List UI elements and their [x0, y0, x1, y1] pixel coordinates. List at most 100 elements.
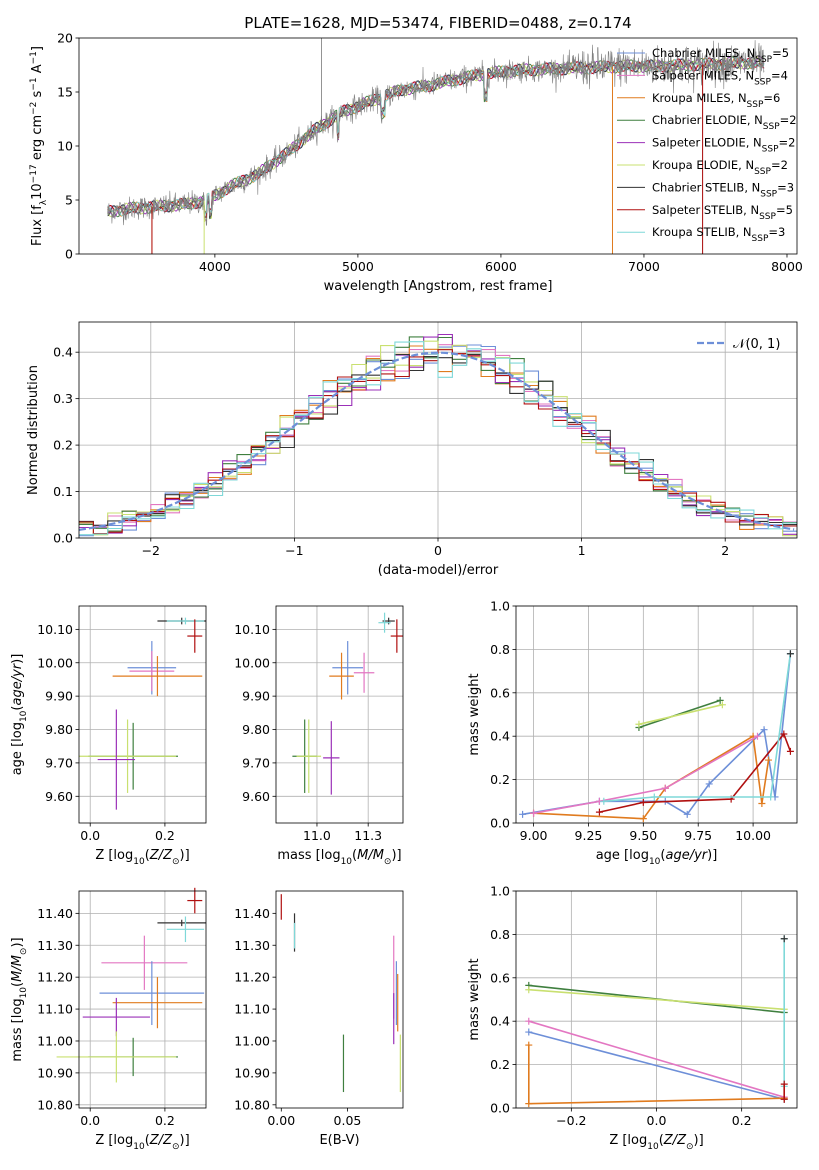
x-tick-label: 4000 — [199, 259, 231, 274]
legend-label-part: Salpeter ELODIE, N — [652, 136, 762, 150]
y-tick-label: 15 — [57, 85, 73, 100]
x-tick-label: 9.00 — [520, 828, 548, 843]
plus-marker — [519, 810, 527, 818]
x-axis-label-part: )] — [180, 1133, 190, 1148]
y-axis-label-part: 10 — [30, 183, 45, 200]
y-tick-label: 10.00 — [37, 655, 73, 670]
x-axis-label-part: Z/Z — [149, 848, 173, 863]
y-tick-label: 10.10 — [37, 622, 73, 637]
x-tick-label: 8000 — [771, 259, 803, 274]
x-axis-label-part: ( — [145, 1133, 150, 1148]
y-tick-label: 10.90 — [234, 1065, 270, 1080]
legend-label-part: Kroupa MILES, N — [652, 91, 747, 105]
axes-frame — [78, 605, 207, 824]
y-tick-label: 0.8 — [490, 927, 510, 942]
x-axis-label-part: Z/Z — [149, 1133, 173, 1148]
x-tick-label: 0.0 — [80, 828, 100, 843]
legend-label-part: =4 — [771, 68, 788, 82]
legend-label-part: SSP — [747, 100, 764, 110]
legend-label-part: =2 — [779, 136, 796, 150]
x-tick-label: 0.0 — [80, 1113, 100, 1128]
y-axis-label: age [log10(age/yr)] — [10, 654, 29, 776]
plus-marker — [525, 1100, 533, 1108]
y-tick-label: 9.60 — [45, 789, 73, 804]
x-axis-label-part: Z [log — [95, 848, 133, 863]
legend-label-part: SSP — [759, 212, 776, 222]
legend-label: Salpeter MILES, NSSP=4 — [652, 68, 788, 87]
legend-label-part: SSP — [754, 77, 771, 87]
x-axis-label-part: )] — [707, 848, 717, 863]
x-axis-label: (data-model)/error — [378, 563, 499, 578]
y-axis-label-part: mass [log — [10, 998, 25, 1061]
plus-marker — [650, 793, 658, 801]
x-axis-label-part: ⊙ — [686, 1142, 694, 1152]
y-tick-label: 10.80 — [37, 1097, 73, 1112]
plus-marker — [661, 784, 669, 792]
y-tick-label: 11.30 — [37, 938, 73, 953]
x-tick-label: 0.00 — [267, 1113, 295, 1128]
observed-spectrum — [107, 40, 765, 226]
y-axis-label: mass weight — [467, 958, 482, 1040]
x-axis-label-part: E(B-V) — [319, 1133, 359, 1148]
y-axis-label-part: Flux [f — [30, 205, 45, 246]
y-tick-label: 11.40 — [37, 906, 73, 921]
x-axis-label: Z [log10(Z/Z⊙)] — [95, 848, 189, 867]
plus-marker — [525, 1041, 533, 1049]
plus-marker — [595, 808, 603, 816]
legend-label: Chabrier STELIB, NSSP=3 — [652, 180, 794, 199]
y-axis-label-part: −2 — [29, 102, 39, 115]
residual-histogram — [79, 340, 797, 537]
x-tick-label: 0.2 — [732, 1113, 752, 1128]
legend-label: Chabrier ELODIE, NSSP=2 — [652, 113, 797, 132]
y-tick-label: 10.00 — [234, 655, 270, 670]
y-tick-label: 11.30 — [234, 938, 270, 953]
y-tick-label: 9.80 — [45, 722, 73, 737]
x-tick-label: 9.25 — [575, 828, 603, 843]
y-tick-label: 10 — [57, 139, 73, 154]
massweight-line — [533, 735, 758, 814]
x-axis-label-part: ( — [660, 848, 665, 863]
y-tick-label: 0.1 — [53, 484, 73, 499]
y-tick-label: 0.4 — [490, 1014, 510, 1029]
y-tick-label: 9.60 — [242, 789, 270, 804]
y-tick-label: 0.4 — [490, 729, 510, 744]
y-axis-label-part: age/yr — [10, 662, 25, 705]
y-axis-label-part: −1 — [29, 51, 39, 64]
y-axis-label-part: −1 — [29, 77, 39, 90]
y-axis-label-part: s — [30, 90, 45, 101]
y-axis-label-part: 10 — [19, 710, 29, 722]
y-tick-label: 0.0 — [490, 1101, 510, 1116]
x-axis-label-part: wavelength [Angstrom, rest frame] — [324, 279, 553, 294]
x-axis-label-part: M/M — [357, 848, 384, 863]
y-axis-label-part: ⊙ — [19, 948, 29, 956]
y-axis-label-part: )] — [10, 654, 25, 664]
y-tick-label: 9.70 — [242, 755, 270, 770]
legend-label-part: =5 — [776, 203, 793, 217]
y-tick-label: 1.0 — [490, 599, 510, 614]
x-axis-label: Z [log10(Z/Z⊙)] — [609, 1133, 703, 1152]
legend-label-part: Kroupa STELIB, N — [652, 225, 752, 239]
y-axis-label-part: mass weight — [467, 673, 482, 755]
y-tick-label: 11.20 — [37, 970, 73, 985]
axes-frame — [275, 890, 404, 1109]
x-axis-label-part: age/yr — [665, 848, 708, 863]
axes-frame — [515, 605, 798, 824]
plus-marker — [635, 720, 643, 728]
plus-marker — [780, 935, 788, 943]
y-axis-label-part: −17 — [29, 164, 39, 183]
plus-marker — [525, 1028, 533, 1036]
y-axis-label-part: erg cm — [30, 115, 45, 164]
x-axis-label-part: ( — [659, 1133, 664, 1148]
plus-marker — [764, 756, 772, 764]
plus-marker — [780, 1095, 788, 1103]
legend-label-part: SSP — [760, 189, 777, 199]
y-tick-label: 0.0 — [490, 816, 510, 831]
x-tick-label: −2 — [142, 543, 160, 558]
y-axis-label-part: Normed distribution — [26, 365, 41, 495]
y-axis-label-part: mass weight — [467, 958, 482, 1040]
massweight-line — [528, 988, 785, 1011]
residual-histogram — [79, 341, 797, 536]
x-tick-label: −0.2 — [556, 1113, 586, 1128]
plus-marker — [525, 986, 533, 994]
